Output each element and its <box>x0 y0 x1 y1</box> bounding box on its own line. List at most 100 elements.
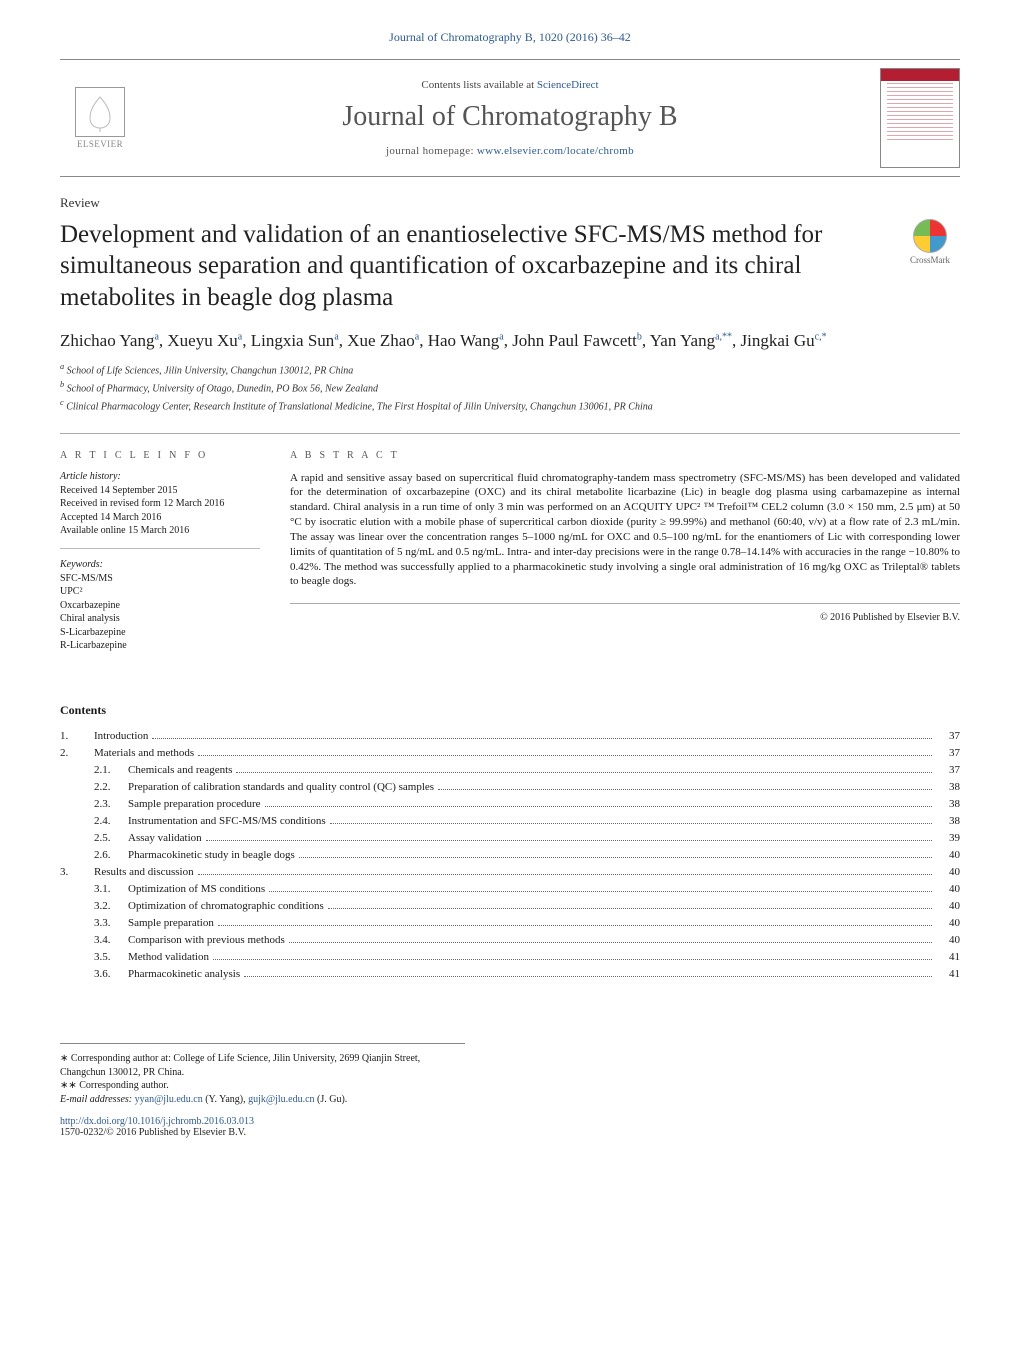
toc-leader-dots <box>198 866 932 875</box>
toc-page: 38 <box>936 779 960 796</box>
toc-number: 3.2. <box>94 898 128 915</box>
toc-label: Pharmacokinetic study in beagle dogs <box>128 847 295 864</box>
toc-leader-dots <box>218 917 932 926</box>
toc-page: 40 <box>936 847 960 864</box>
toc-number: 3.3. <box>94 915 128 932</box>
keywords-label: Keywords: <box>60 559 260 570</box>
crossmark-badge[interactable]: CrossMark <box>900 219 960 265</box>
keyword: S-Licarbazepine <box>60 626 260 640</box>
abstract-text: A rapid and sensitive assay based on sup… <box>290 471 960 605</box>
elsevier-tree-icon <box>75 87 125 137</box>
toc-row[interactable]: 2.2.Preparation of calibration standards… <box>60 779 960 796</box>
abstract-heading: a b s t r a c t <box>290 450 960 461</box>
toc-row[interactable]: 3.3.Sample preparation 40 <box>60 915 960 932</box>
toc-leader-dots <box>265 798 932 807</box>
publisher-logo: ELSEVIER <box>60 87 140 149</box>
toc-leader-dots <box>289 934 932 943</box>
history-line: Received in revised form 12 March 2016 <box>60 497 260 511</box>
toc-row[interactable]: 3.6.Pharmacokinetic analysis41 <box>60 966 960 983</box>
toc-number: 3.5. <box>94 949 128 966</box>
article-title: Development and validation of an enantio… <box>60 219 886 313</box>
journal-header: ELSEVIER Contents lists available at Sci… <box>60 59 960 177</box>
toc-page: 40 <box>936 864 960 881</box>
keyword: Chiral analysis <box>60 612 260 626</box>
toc-row[interactable]: 2.5.Assay validation39 <box>60 830 960 847</box>
publisher-name: ELSEVIER <box>77 139 123 149</box>
header-center: Contents lists available at ScienceDirec… <box>140 79 880 157</box>
keyword: SFC-MS/MS <box>60 572 260 586</box>
toc-page: 39 <box>936 830 960 847</box>
article-history: Article history: Received 14 September 2… <box>60 471 260 549</box>
toc-leader-dots <box>244 968 932 977</box>
toc-page: 37 <box>936 762 960 779</box>
toc-label: Instrumentation and SFC-MS/MS conditions <box>128 813 326 830</box>
toc-label: Optimization of MS conditions <box>128 881 265 898</box>
toc-number: 3.6. <box>94 966 128 983</box>
affiliation-line: b School of Pharmacy, University of Otag… <box>60 379 960 396</box>
sciencedirect-link[interactable]: ScienceDirect <box>537 79 599 91</box>
toc-row[interactable]: 3.4.Comparison with previous methods40 <box>60 932 960 949</box>
affiliation-line: a School of Life Sciences, Jilin Univers… <box>60 361 960 378</box>
history-line: Accepted 14 March 2016 <box>60 511 260 525</box>
toc-leader-dots <box>330 815 932 824</box>
homepage-link[interactable]: www.elsevier.com/locate/chromb <box>477 145 634 157</box>
affiliations: a School of Life Sciences, Jilin Univers… <box>60 361 960 415</box>
homepage-line: journal homepage: www.elsevier.com/locat… <box>150 145 870 157</box>
article-type: Review <box>60 195 960 211</box>
toc-row[interactable]: 3.1.Optimization of MS conditions40 <box>60 881 960 898</box>
toc-page: 40 <box>936 915 960 932</box>
toc-page: 37 <box>936 728 960 745</box>
toc-label: Introduction <box>94 728 148 745</box>
toc-row[interactable]: 2.3.Sample preparation procedure 38 <box>60 796 960 813</box>
toc-page: 38 <box>936 813 960 830</box>
toc-label: Sample preparation <box>128 915 214 932</box>
toc-row[interactable]: 3.5.Method validation 41 <box>60 949 960 966</box>
abstract-copyright: © 2016 Published by Elsevier B.V. <box>290 612 960 623</box>
toc-number: 2.4. <box>94 813 128 830</box>
toc-row[interactable]: 2.6.Pharmacokinetic study in beagle dogs… <box>60 847 960 864</box>
toc-leader-dots <box>152 730 932 739</box>
page: Journal of Chromatography B, 1020 (2016)… <box>0 0 1020 1178</box>
toc-row[interactable]: 2.1.Chemicals and reagents 37 <box>60 762 960 779</box>
toc-page: 40 <box>936 881 960 898</box>
toc-label: Chemicals and reagents <box>128 762 232 779</box>
toc-number: 2.6. <box>94 847 128 864</box>
email-link-2[interactable]: gujk@jlu.edu.cn <box>248 1094 314 1105</box>
toc-row[interactable]: 1.Introduction37 <box>60 728 960 745</box>
toc-label: Method validation <box>128 949 209 966</box>
toc-row[interactable]: 3.2.Optimization of chromatographic cond… <box>60 898 960 915</box>
corr-note-1: ∗ Corresponding author at: College of Li… <box>60 1052 465 1079</box>
toc-leader-dots <box>213 951 932 960</box>
toc-row[interactable]: 2.4.Instrumentation and SFC-MS/MS condit… <box>60 813 960 830</box>
keywords-block: Keywords: SFC-MS/MSUPC²OxcarbazepineChir… <box>60 559 260 663</box>
toc-page: 41 <box>936 949 960 966</box>
keyword: R-Licarbazepine <box>60 639 260 653</box>
toc-page: 41 <box>936 966 960 983</box>
email-link-1[interactable]: yyan@jlu.edu.cn <box>135 1094 203 1105</box>
issn-copyright: 1570-0232/© 2016 Published by Elsevier B… <box>60 1127 960 1138</box>
article-info-heading: a r t i c l e i n f o <box>60 450 260 461</box>
toc-row[interactable]: 3.Results and discussion40 <box>60 864 960 881</box>
running-head: Journal of Chromatography B, 1020 (2016)… <box>60 30 960 45</box>
toc-leader-dots <box>438 781 932 790</box>
toc-row[interactable]: 2.Materials and methods37 <box>60 745 960 762</box>
toc-page: 37 <box>936 745 960 762</box>
history-line: Available online 15 March 2016 <box>60 524 260 538</box>
toc-number: 2.3. <box>94 796 128 813</box>
toc-label: Sample preparation procedure <box>128 796 261 813</box>
toc-number: 2.1. <box>94 762 128 779</box>
toc-label: Optimization of chromatographic conditio… <box>128 898 324 915</box>
doi-link[interactable]: http://dx.doi.org/10.1016/j.jchromb.2016… <box>60 1116 960 1127</box>
toc-leader-dots <box>206 832 932 841</box>
author-list: Zhichao Yanga, Xueyu Xua, Lingxia Suna, … <box>60 329 960 353</box>
keyword: Oxcarbazepine <box>60 599 260 613</box>
toc-page: 38 <box>936 796 960 813</box>
journal-cover-thumb <box>880 68 960 168</box>
toc-number: 2.2. <box>94 779 128 796</box>
abstract: a b s t r a c t A rapid and sensitive as… <box>290 450 960 673</box>
corresponding-footnotes: ∗ Corresponding author at: College of Li… <box>60 1043 465 1106</box>
title-row: Development and validation of an enantio… <box>60 219 960 329</box>
toc-number: 2. <box>60 745 94 762</box>
toc-leader-dots <box>236 764 932 773</box>
history-label: Article history: <box>60 471 260 482</box>
